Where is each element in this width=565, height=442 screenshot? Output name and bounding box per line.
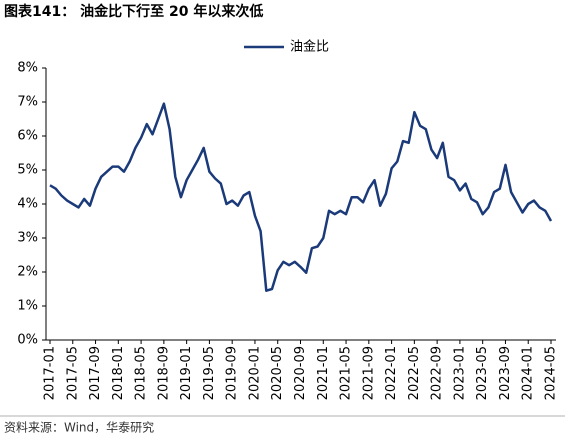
y-tick-label: 1%: [17, 299, 38, 314]
chart-title: 图表141： 油金比下行至 20 年以来次低: [4, 3, 263, 20]
x-tick-label: 2021-05: [339, 346, 354, 400]
x-tick-label: 2020-09: [293, 346, 308, 400]
series-line: [49, 102, 553, 292]
legend-label: 油金比: [290, 39, 329, 55]
source: 资料来源：Wind，华泰研究: [4, 420, 154, 435]
y-tick-label: 2%: [17, 265, 38, 280]
x-tick-label: 2023-01: [452, 346, 467, 400]
y-tick-label: 5%: [17, 163, 38, 178]
x-tick-label: 2021-09: [361, 346, 376, 400]
x-tick-label: 2024-05: [544, 346, 559, 400]
x-tick-label: 2022-09: [430, 346, 445, 400]
x-tick-label: 2020-01: [247, 346, 262, 400]
y-tick-label: 3%: [17, 231, 38, 246]
x-tick-label: 2023-09: [498, 346, 513, 400]
y-tick-label: 8%: [17, 61, 38, 76]
x-tick-label: 2017-09: [88, 346, 103, 400]
x-tick-label: 2019-09: [225, 346, 240, 400]
y-tick-label: 7%: [17, 95, 38, 110]
x-tick-label: 2018-05: [134, 346, 149, 400]
x-tick-label: 2018-01: [111, 346, 126, 400]
x-tick-label: 2023-05: [475, 346, 490, 400]
x-tick-label: 2018-09: [156, 346, 171, 400]
y-tick-label: 6%: [17, 129, 38, 144]
x-tick-label: 2017-01: [43, 346, 58, 400]
x-tick-label: 2024-01: [521, 346, 536, 400]
x-tick-label: 2019-05: [202, 346, 217, 400]
x-tick-label: 2022-05: [407, 346, 422, 400]
x-tick-label: 2020-05: [270, 346, 285, 400]
y-tick-label: 0%: [17, 333, 38, 348]
x-tick-label: 2021-01: [316, 346, 331, 400]
x-tick-label: 2019-01: [179, 346, 194, 400]
y-tick-label: 4%: [17, 197, 38, 212]
x-tick-label: 2017-05: [65, 346, 80, 400]
x-tick-label: 2022-01: [384, 346, 399, 400]
